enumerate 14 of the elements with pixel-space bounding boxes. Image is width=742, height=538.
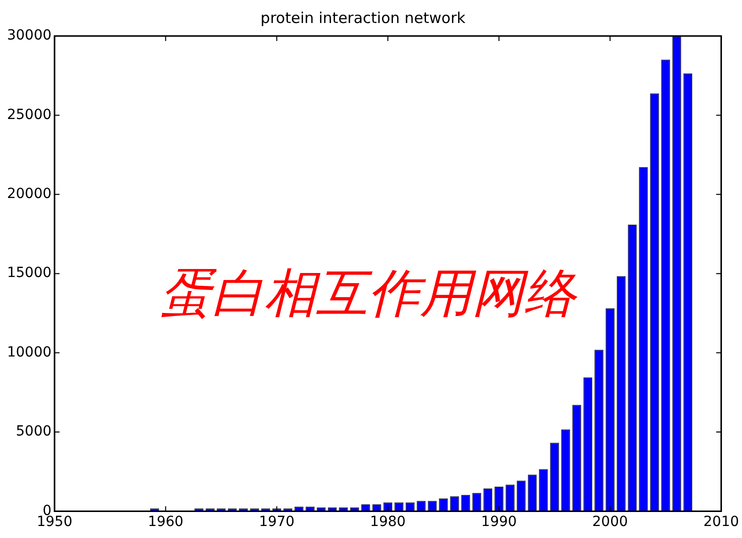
x-tick-label: 1990 <box>481 514 517 530</box>
y-tick-label: 25000 <box>6 106 52 123</box>
x-tick-label: 1960 <box>148 514 184 530</box>
x-tick-label: 2000 <box>592 514 628 530</box>
x-tick-label: 2010 <box>703 514 740 530</box>
y-tick-label: 5000 <box>16 424 52 440</box>
y-tick-label: 30000 <box>6 28 52 44</box>
x-tick-label: 1980 <box>370 514 406 530</box>
y-tick-label: 15000 <box>6 265 52 282</box>
chart-title: protein interaction network <box>260 8 466 27</box>
y-tick-label: 20000 <box>6 186 52 202</box>
annotation: 蛋白相互作用网络 <box>160 264 578 324</box>
y-tick-label: 10000 <box>6 344 52 360</box>
x-tick-label: 1970 <box>258 514 295 530</box>
